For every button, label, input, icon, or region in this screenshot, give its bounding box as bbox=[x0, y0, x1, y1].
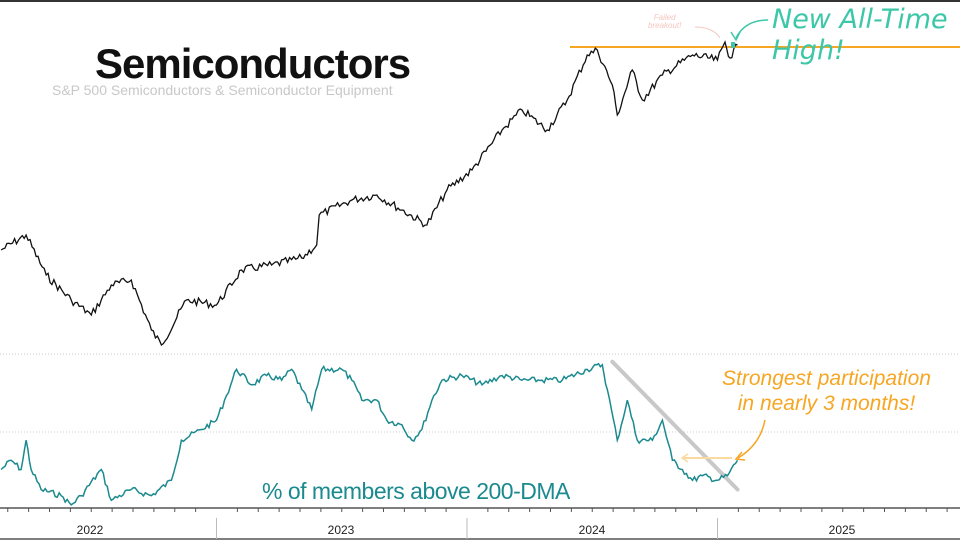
price-series bbox=[0, 40, 738, 346]
strong-arrow-icon bbox=[737, 419, 766, 459]
participation-line-1: Strongest participation bbox=[722, 367, 931, 390]
participation-annotation: Strongest participation in nearly 3 mont… bbox=[722, 366, 931, 416]
ath-arrow-icon bbox=[735, 19, 769, 39]
ath-marker bbox=[731, 42, 735, 48]
strong-arrowhead-icon bbox=[734, 451, 746, 461]
failed-line-1: Failed bbox=[653, 13, 676, 22]
arrow-left-icon bbox=[680, 453, 689, 463]
breadth-trendline bbox=[610, 359, 740, 492]
x-tick-label-2022: 2022 bbox=[76, 523, 104, 537]
chart-title: Semiconductors bbox=[95, 40, 411, 87]
ath-arrowhead-icon bbox=[730, 31, 741, 42]
failed-arrow-icon bbox=[694, 26, 721, 39]
participation-line-2: in nearly 3 months! bbox=[737, 392, 916, 415]
x-tick-label-2024: 2024 bbox=[578, 523, 606, 537]
ath-annotation: New All-Time High! bbox=[772, 4, 948, 66]
failed-line-2: breakout! bbox=[648, 21, 682, 30]
failed-breakout-annotation: Failed breakout! bbox=[648, 14, 681, 30]
breadth-series bbox=[0, 362, 739, 506]
x-tick-label-2023: 2023 bbox=[327, 523, 355, 537]
breadth-title: % of members above 200-DMA bbox=[262, 478, 570, 504]
chart-subtitle: S&P 500 Semiconductors & Semiconductor E… bbox=[52, 82, 393, 98]
x-tick-label-2025: 2025 bbox=[828, 523, 856, 537]
x-ticks bbox=[7, 508, 948, 539]
